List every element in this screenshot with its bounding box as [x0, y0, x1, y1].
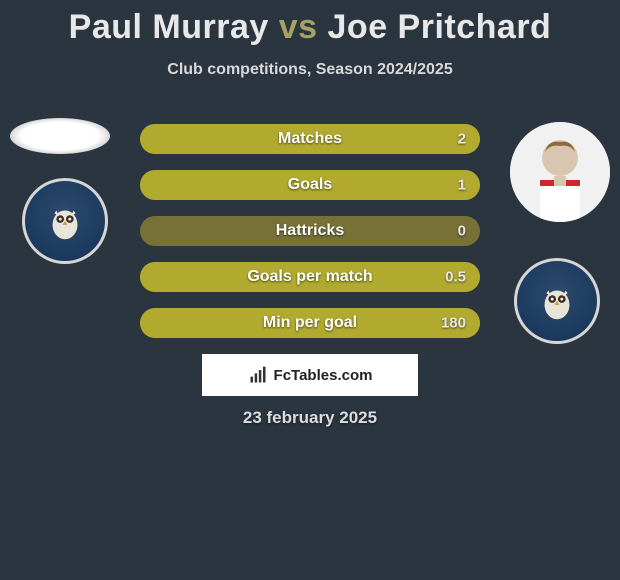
watermark: FcTables.com	[202, 354, 418, 396]
player1-name: Paul Murray	[69, 8, 269, 46]
stat-label: Goals per match	[140, 268, 480, 286]
stat-label: Matches	[140, 130, 480, 148]
player2-avatar	[510, 122, 610, 222]
stat-row: Hattricks 0	[140, 216, 480, 246]
player2-name: Joe Pritchard	[328, 8, 552, 46]
player2-club-crest	[514, 258, 600, 344]
stat-bars: Matches 2 Goals 1 Hattricks 0 Goals per …	[140, 124, 480, 354]
stat-right-value: 0	[458, 223, 466, 240]
subtitle: Club competitions, Season 2024/2025	[0, 61, 620, 79]
stat-row: Min per goal 180	[140, 308, 480, 338]
owl-icon	[41, 197, 89, 245]
stat-label: Hattricks	[140, 222, 480, 240]
player-photo-icon	[510, 122, 610, 222]
vs-label: vs	[279, 8, 318, 46]
stat-row: Goals 1	[140, 170, 480, 200]
chart-icon	[248, 365, 268, 385]
stat-right-value: 2	[458, 131, 466, 148]
stat-label: Min per goal	[140, 314, 480, 332]
stat-row: Matches 2	[140, 124, 480, 154]
stat-label: Goals	[140, 176, 480, 194]
player1-avatar	[10, 118, 110, 154]
watermark-text: FcTables.com	[274, 367, 373, 384]
stat-right-value: 0.5	[445, 269, 466, 286]
stat-row: Goals per match 0.5	[140, 262, 480, 292]
page-title: Paul Murray vs Joe Pritchard	[0, 0, 620, 47]
stat-right-value: 180	[441, 315, 466, 332]
player1-club-crest	[22, 178, 108, 264]
date-label: 23 february 2025	[0, 408, 620, 428]
owl-icon	[533, 277, 581, 325]
stat-right-value: 1	[458, 177, 466, 194]
